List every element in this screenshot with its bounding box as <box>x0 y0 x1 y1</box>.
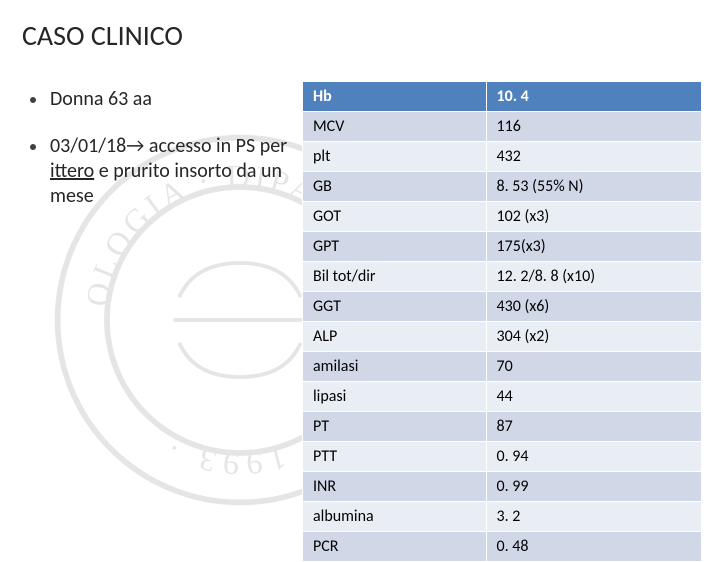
param-cell: INR <box>303 472 487 502</box>
param-cell: GGT <box>303 292 487 322</box>
value-cell: 0. 48 <box>486 532 701 562</box>
param-cell: PCR <box>303 532 487 562</box>
lab-table-container: Hb10. 4MCV116plt432GB8. 53 (55% N)GOT102… <box>302 81 720 562</box>
param-cell: lipasi <box>303 382 487 412</box>
table-row: GGT430 (x6) <box>303 292 702 322</box>
value-cell: 70 <box>486 352 701 382</box>
value-cell: 10. 4 <box>486 82 701 112</box>
param-cell: Hb <box>303 82 487 112</box>
table-row: GOT102 (x3) <box>303 202 702 232</box>
value-cell: 116 <box>486 112 701 142</box>
bullet-dot-icon <box>30 97 36 103</box>
table-row: GB8. 53 (55% N) <box>303 172 702 202</box>
table-row: MCV116 <box>303 112 702 142</box>
param-cell: plt <box>303 142 487 172</box>
param-cell: ALP <box>303 322 487 352</box>
bullet-text: 03/01/18→ accesso in PS per ittero e pru… <box>50 134 302 209</box>
param-cell: amilasi <box>303 352 487 382</box>
table-row: lipasi44 <box>303 382 702 412</box>
param-cell: GB <box>303 172 487 202</box>
bullet-text: Donna 63 aa <box>50 87 302 112</box>
value-cell: 304 (x2) <box>486 322 701 352</box>
main-area: Donna 63 aa 03/01/18→ accesso in PS per i… <box>22 81 720 562</box>
param-cell: MCV <box>303 112 487 142</box>
value-cell: 12. 2/8. 8 (x10) <box>486 262 701 292</box>
param-cell: PT <box>303 412 487 442</box>
table-row: Bil tot/dir12. 2/8. 8 (x10) <box>303 262 702 292</box>
param-cell: PTT <box>303 442 487 472</box>
bullet-list: Donna 63 aa 03/01/18→ accesso in PS per i… <box>22 81 302 231</box>
value-cell: 87 <box>486 412 701 442</box>
bullet-dot-icon <box>30 144 36 150</box>
bullet-item: 03/01/18→ accesso in PS per ittero e pru… <box>22 134 302 209</box>
lab-table: Hb10. 4MCV116plt432GB8. 53 (55% N)GOT102… <box>302 81 702 562</box>
value-cell: 0. 94 <box>486 442 701 472</box>
table-row: Hb10. 4 <box>303 82 702 112</box>
table-row: amilasi70 <box>303 352 702 382</box>
table-row: INR0. 99 <box>303 472 702 502</box>
value-cell: 3. 2 <box>486 502 701 532</box>
param-cell: GPT <box>303 232 487 262</box>
page-title: CASO CLINICO <box>22 18 720 53</box>
param-cell: GOT <box>303 202 487 232</box>
table-row: GPT175(x3) <box>303 232 702 262</box>
value-cell: 430 (x6) <box>486 292 701 322</box>
table-row: ALP304 (x2) <box>303 322 702 352</box>
value-cell: 0. 99 <box>486 472 701 502</box>
table-row: PT87 <box>303 412 702 442</box>
value-cell: 432 <box>486 142 701 172</box>
table-row: albumina3. 2 <box>303 502 702 532</box>
value-cell: 44 <box>486 382 701 412</box>
value-cell: 175(x3) <box>486 232 701 262</box>
param-cell: Bil tot/dir <box>303 262 487 292</box>
table-row: PTT0. 94 <box>303 442 702 472</box>
value-cell: 102 (x3) <box>486 202 701 232</box>
table-row: plt432 <box>303 142 702 172</box>
bullet-item: Donna 63 aa <box>22 87 302 112</box>
table-row: PCR0. 48 <box>303 532 702 562</box>
value-cell: 8. 53 (55% N) <box>486 172 701 202</box>
param-cell: albumina <box>303 502 487 532</box>
